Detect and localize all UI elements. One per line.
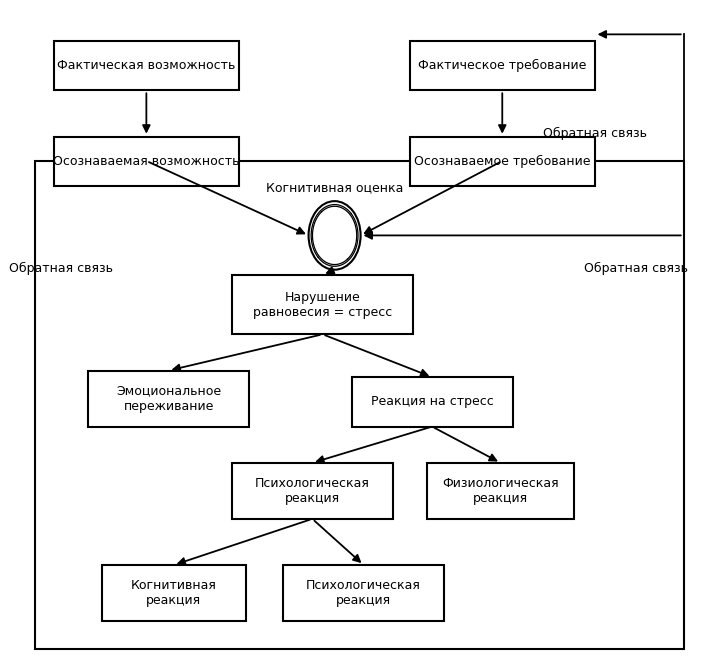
FancyBboxPatch shape: [427, 463, 574, 519]
Text: Обратная связь: Обратная связь: [9, 262, 113, 275]
Text: Осознаваемое требование: Осознаваемое требование: [414, 155, 591, 167]
FancyBboxPatch shape: [54, 41, 239, 91]
FancyBboxPatch shape: [102, 565, 245, 621]
FancyBboxPatch shape: [232, 275, 413, 334]
FancyBboxPatch shape: [410, 136, 595, 186]
Text: Психологическая
реакция: Психологическая реакция: [255, 477, 370, 505]
Text: Фактическое требование: Фактическое требование: [418, 59, 586, 72]
FancyBboxPatch shape: [284, 565, 444, 621]
Text: Нарушение
равновесия = стресс: Нарушение равновесия = стресс: [253, 291, 392, 318]
Text: Физиологическая
реакция: Физиологическая реакция: [442, 477, 559, 505]
Text: Реакция на стресс: Реакция на стресс: [371, 395, 493, 408]
Text: Когнитивная
реакция: Когнитивная реакция: [130, 579, 217, 607]
Text: Осознаваемая возможность: Осознаваемая возможность: [53, 155, 240, 167]
Text: Психологическая
реакция: Психологическая реакция: [306, 579, 421, 607]
Text: Обратная связь: Обратная связь: [584, 262, 688, 275]
FancyBboxPatch shape: [88, 371, 249, 426]
FancyBboxPatch shape: [352, 377, 513, 426]
FancyBboxPatch shape: [54, 136, 239, 186]
Text: Эмоциональное
переживание: Эмоциональное переживание: [116, 385, 221, 412]
FancyBboxPatch shape: [232, 463, 393, 519]
Text: Обратная связь: Обратная связь: [542, 126, 647, 140]
Text: Когнитивная оценка: Когнитивная оценка: [266, 181, 403, 194]
FancyBboxPatch shape: [410, 41, 595, 91]
Text: Фактическая возможность: Фактическая возможность: [57, 59, 235, 72]
